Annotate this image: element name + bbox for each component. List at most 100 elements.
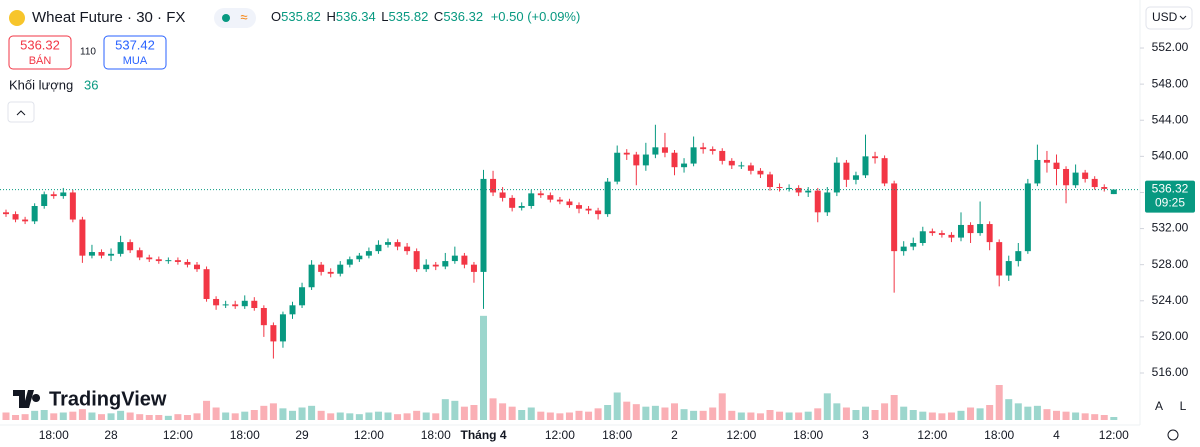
buy-button[interactable] [103,35,167,70]
settings-icon[interactable] [1167,429,1179,441]
candle-body [900,246,907,252]
candle-body [719,150,726,161]
candle-body [203,269,210,299]
volume-bar [365,412,373,420]
volume-bar [556,413,564,420]
volume-bar [403,413,411,420]
candle-body [518,206,525,208]
auto-scale-button[interactable]: A [1155,399,1163,413]
candle-body [480,178,487,272]
volume-bar [1043,409,1051,420]
candle-body [642,154,649,166]
volume-bar [900,406,908,420]
volume-bar [78,409,86,420]
volume-bar [117,410,125,420]
volume-bar [1033,405,1041,420]
status-badge [214,8,256,28]
y-tick-label: 544.00 [1152,112,1189,126]
volume-bar [1072,412,1080,420]
candle-body [442,261,449,267]
volume-bar [298,407,306,420]
candle-body [1072,172,1079,186]
volume-bar [193,413,201,420]
candle-body [967,224,974,234]
volume-bar [747,412,755,420]
volume-bar [814,408,822,420]
currency: USD [1152,10,1178,24]
volume-bar [136,414,144,420]
x-tick-label: 29 [295,428,309,442]
ohlc-label: H [327,9,336,24]
candle-body [470,264,477,272]
candle-body [1053,162,1060,169]
volume-bar [1053,410,1060,420]
sell-button[interactable] [8,35,72,70]
volume-bar [12,415,20,420]
candle-body [174,260,181,262]
log-scale-button[interactable]: L [1180,399,1187,413]
volume-bar [890,395,898,420]
volume-bar [804,411,812,420]
volume-bar [499,403,507,420]
volume-bar [2,412,10,420]
candle-body [728,160,735,166]
candle-body [346,259,353,265]
candle-body [576,205,582,209]
buy-label: MUA [123,55,148,67]
candle-body [461,255,468,265]
volume-bar [823,393,831,420]
volume-label: Khối lượng [9,77,73,92]
candle-body [60,192,67,197]
volume-bar [145,415,153,420]
volume-bar [126,412,134,420]
volume-bar [737,412,745,420]
candle-body [337,264,344,274]
volume-bar [1081,413,1089,420]
candle-body [308,264,315,288]
volume-bar [470,405,478,420]
candle-body [1034,159,1041,184]
y-tick-label: 524.00 [1152,293,1189,307]
volume-bar [546,412,554,420]
volume-bar [565,412,573,420]
volume-bar [957,410,965,420]
candle-body [681,163,688,168]
volume-bar [1062,411,1070,420]
volume-bar [40,410,48,420]
sell-price: 536.32 [20,37,60,52]
currency-button[interactable] [1145,6,1193,30]
candle-body [824,192,831,213]
y-tick-label: 520.00 [1152,329,1189,343]
candle-body [3,212,9,215]
y-tick-label: 532.00 [1152,221,1189,235]
candle-body [108,253,115,256]
candle-body [633,154,640,166]
collapse-button[interactable] [7,101,35,123]
open: 535.82 [281,9,321,24]
market-status [222,14,230,22]
sell-label: BÁN [29,54,52,67]
candle-body [623,152,630,155]
volume-bar [413,410,421,420]
volume-bar [250,410,258,420]
volume-bar [928,412,936,420]
volume-bar [231,413,239,420]
volume-bar [222,412,230,420]
volume-bar [394,414,402,420]
candle-body [1101,187,1108,189]
candle-body [88,252,95,256]
volume-bar [728,410,736,420]
volume-bar [98,414,105,420]
volume-bar [21,414,29,420]
candle-body [671,152,678,168]
candle-body [270,325,277,342]
volume-bar [289,410,296,420]
spread: 110 [80,47,96,58]
volume-bar [613,392,621,420]
candle-body [194,264,200,270]
volume-bar [881,403,889,420]
x-tick-label: Tháng 4 [460,428,506,442]
countdown: 09:25 [1155,196,1185,210]
candle-body [738,165,745,167]
price-label: 536.32 [1152,182,1189,196]
